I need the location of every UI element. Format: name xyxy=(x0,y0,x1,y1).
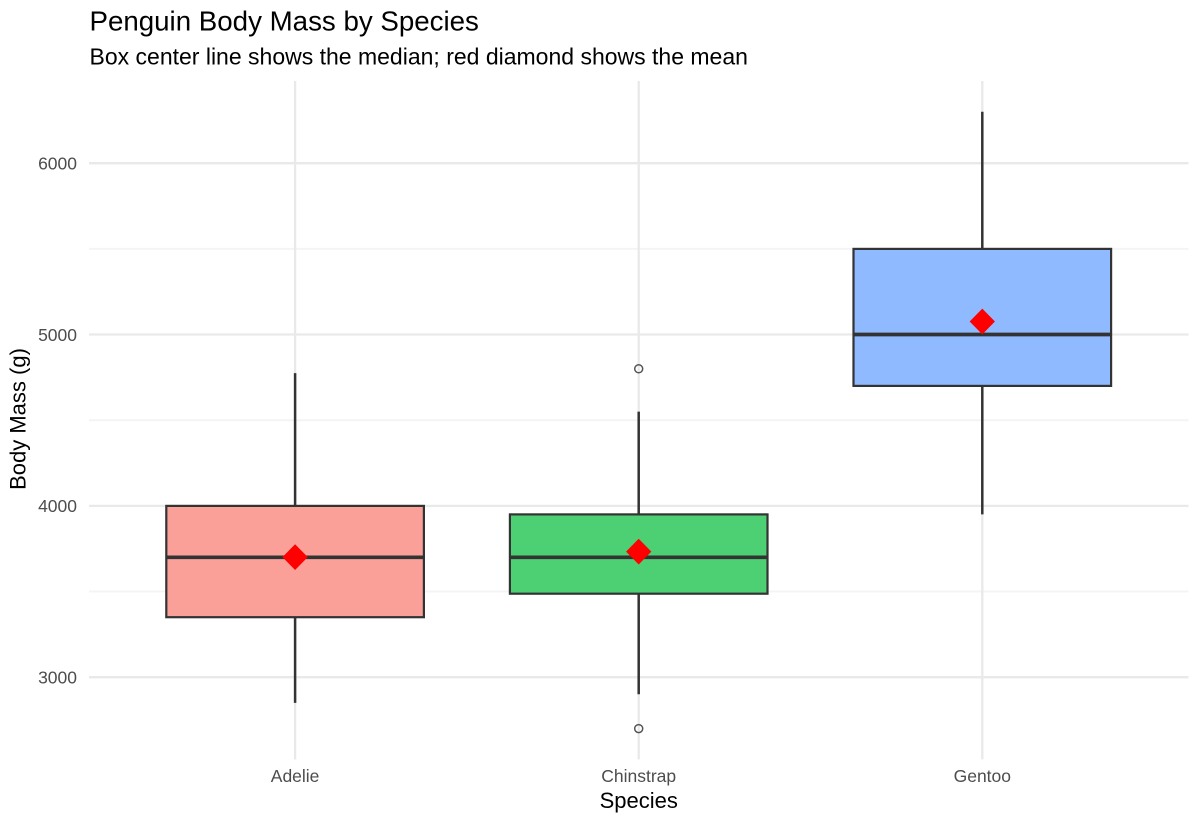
svg-text:Gentoo: Gentoo xyxy=(954,766,1011,786)
svg-text:3000: 3000 xyxy=(38,668,77,688)
svg-text:Species: Species xyxy=(600,788,678,813)
svg-text:Body Mass (g): Body Mass (g) xyxy=(5,348,30,490)
svg-text:Adelie: Adelie xyxy=(271,766,320,786)
svg-text:Box center line shows the medi: Box center line shows the median; red di… xyxy=(90,44,748,70)
svg-text:4000: 4000 xyxy=(38,496,77,516)
svg-text:Penguin Body Mass by Species: Penguin Body Mass by Species xyxy=(90,6,479,37)
svg-text:5000: 5000 xyxy=(38,325,77,345)
svg-text:6000: 6000 xyxy=(38,154,77,174)
svg-text:Chinstrap: Chinstrap xyxy=(601,766,676,786)
